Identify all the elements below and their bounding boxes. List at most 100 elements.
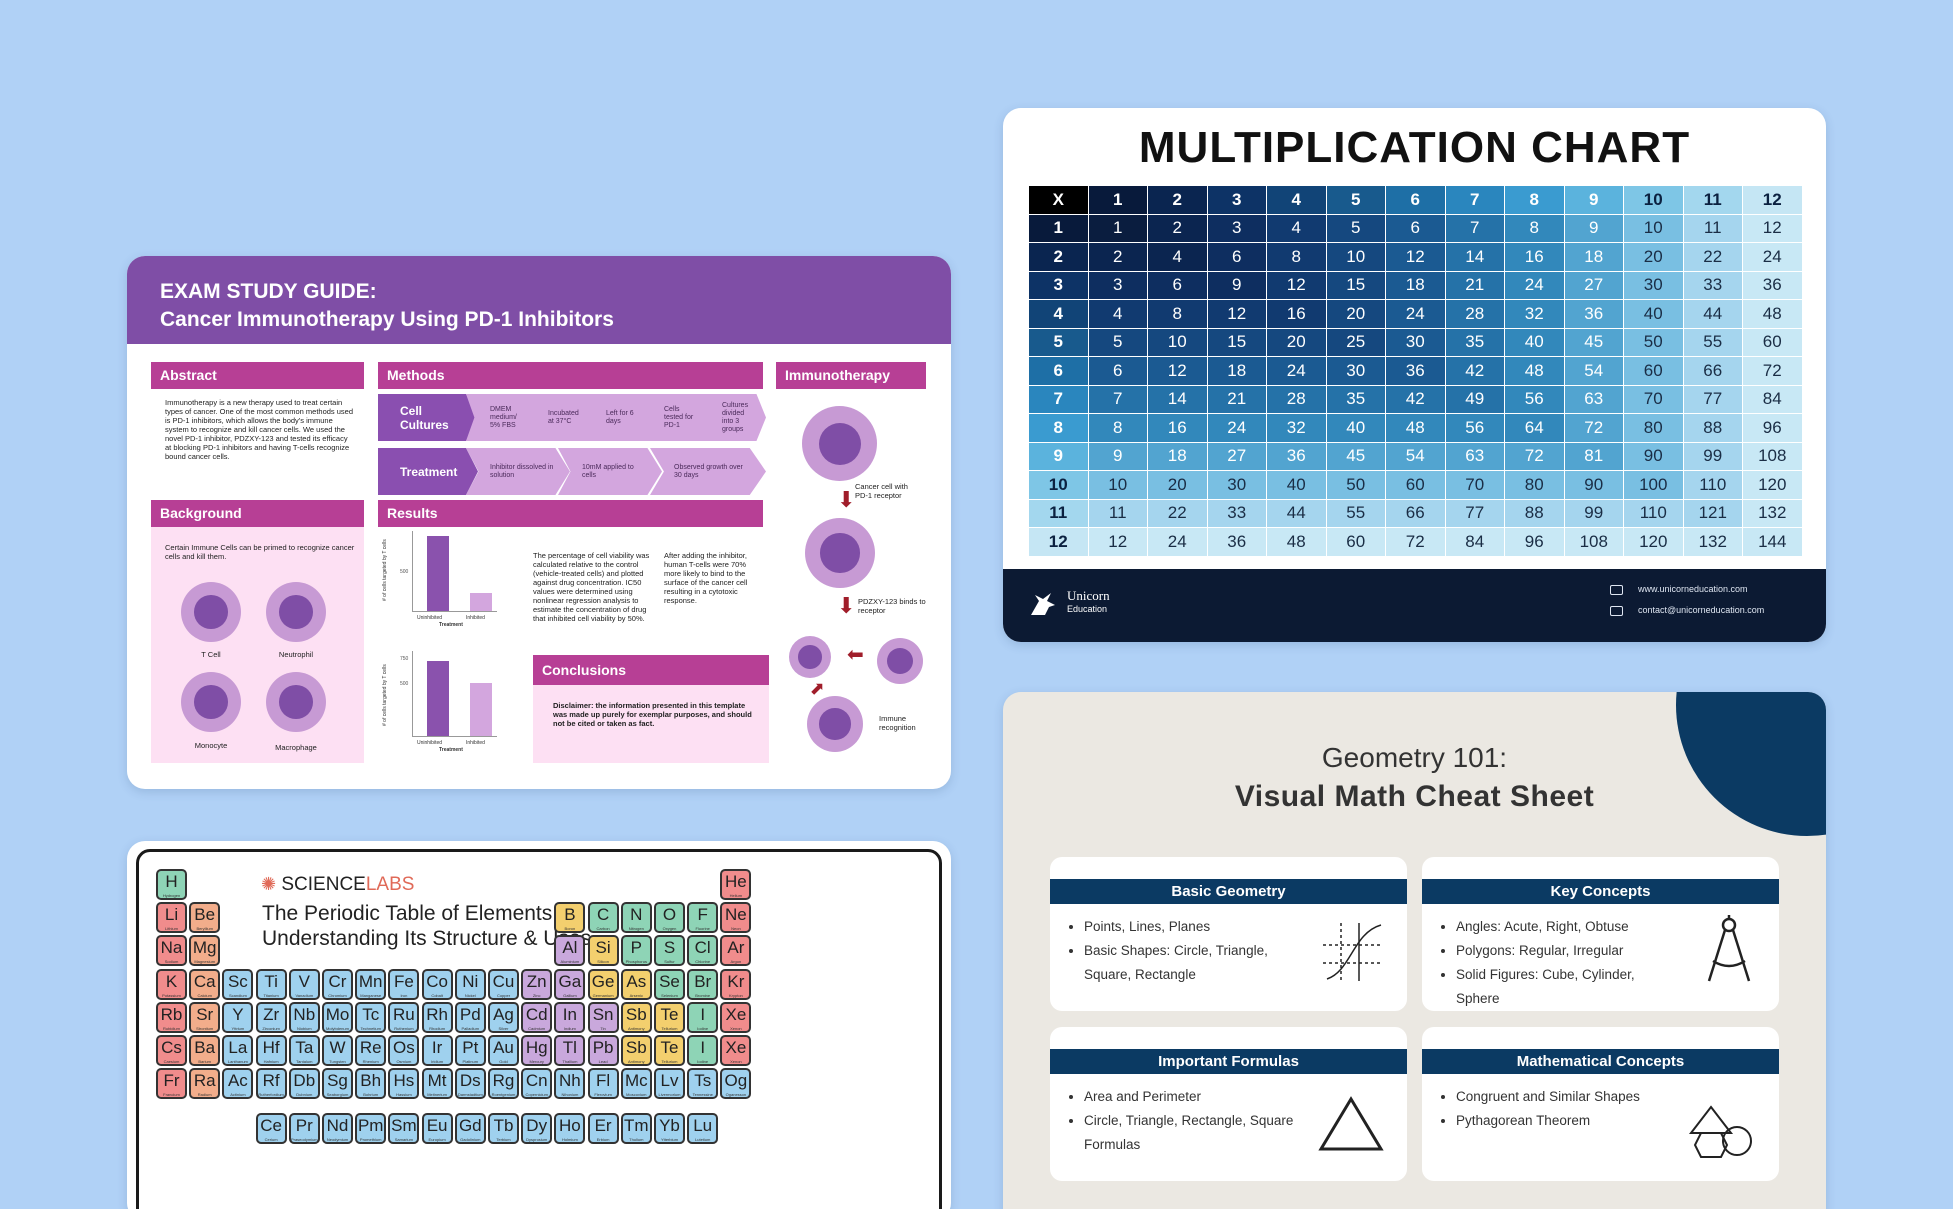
- element-tile[interactable]: N Nitrogen: [620, 902, 652, 934]
- element-tile[interactable]: Rh Rhodium: [421, 1001, 453, 1033]
- element-tile[interactable]: Ts Tennessine: [687, 1068, 719, 1100]
- element-tile[interactable]: V Vanadium: [288, 968, 320, 1000]
- element-tile[interactable]: Cd Cadmium: [521, 1001, 553, 1033]
- element-tile[interactable]: Br Bromine: [687, 968, 719, 1000]
- element-tile[interactable]: Xe Xenon: [720, 1001, 752, 1033]
- element-tile[interactable]: Ce Cerium: [255, 1113, 287, 1145]
- element-tile[interactable]: Kr Krypton: [720, 968, 752, 1000]
- element-tile[interactable]: Co Cobalt: [421, 968, 453, 1000]
- element-tile[interactable]: As Arsenic: [620, 968, 652, 1000]
- element-tile[interactable]: I Iodine: [687, 1001, 719, 1033]
- element-tile[interactable]: He Helium: [720, 869, 752, 900]
- element-tile[interactable]: Yb Ytterbium: [654, 1113, 685, 1145]
- element-tile[interactable]: Si Silicon: [587, 935, 619, 967]
- element-tile[interactable]: Cl Chlorine: [687, 935, 719, 967]
- element-tile[interactable]: Li Lithium: [156, 902, 187, 934]
- element-tile[interactable]: Mt Meitnerium: [421, 1068, 453, 1100]
- element-tile[interactable]: Ba Barium: [189, 1035, 221, 1066]
- element-tile[interactable]: Hs Hassium: [388, 1068, 420, 1100]
- element-tile[interactable]: Hf Hafnium: [255, 1035, 287, 1066]
- element-tile[interactable]: Te Tellurium: [654, 1001, 685, 1033]
- element-tile[interactable]: Eu Europium: [421, 1113, 453, 1145]
- element-tile[interactable]: Hg Mercury: [521, 1035, 553, 1066]
- element-tile[interactable]: Xe Xenon: [720, 1035, 752, 1066]
- element-tile[interactable]: Ru Ruthenium: [388, 1001, 420, 1033]
- element-tile[interactable]: Y Yttrium: [222, 1001, 254, 1033]
- element-tile[interactable]: Gd Gadolinium: [454, 1113, 486, 1145]
- element-tile[interactable]: Cn Copernicium: [521, 1068, 553, 1100]
- element-tile[interactable]: Ta Tantalum: [288, 1035, 320, 1066]
- exam-study-guide-card[interactable]: EXAM STUDY GUIDE: Cancer Immunotherapy U…: [127, 256, 951, 789]
- email-link[interactable]: contact@unicorneducation.com: [1638, 605, 1765, 615]
- element-tile[interactable]: Mn Manganese: [355, 968, 387, 1000]
- element-tile[interactable]: Ar Argon: [720, 935, 752, 967]
- element-tile[interactable]: Ac Actinium: [222, 1068, 254, 1100]
- element-tile[interactable]: Au Gold: [488, 1035, 519, 1066]
- element-tile[interactable]: Ca Calcium: [189, 968, 221, 1000]
- element-tile[interactable]: Se Selenium: [654, 968, 685, 1000]
- element-tile[interactable]: K Potassium: [156, 968, 187, 1000]
- periodic-table-card[interactable]: ✺ SCIENCELABS The Periodic Table of Elem…: [127, 841, 951, 1209]
- element-tile[interactable]: O Oxygen: [654, 902, 685, 934]
- element-tile[interactable]: Cr Chromium: [322, 968, 353, 1000]
- element-tile[interactable]: Ra Radium: [189, 1068, 221, 1100]
- element-tile[interactable]: Mc Moscovium: [620, 1068, 652, 1100]
- element-tile[interactable]: Tb Terbium: [488, 1113, 519, 1145]
- element-tile[interactable]: Zr Zirconium: [255, 1001, 287, 1033]
- element-tile[interactable]: Tc Technetium: [355, 1001, 387, 1033]
- element-tile[interactable]: Sr Strontium: [189, 1001, 221, 1033]
- element-tile[interactable]: Rg Roentgenium: [488, 1068, 519, 1100]
- element-tile[interactable]: Fr Francium: [156, 1068, 187, 1100]
- element-tile[interactable]: Ne Neon: [720, 902, 752, 934]
- element-tile[interactable]: Dy Dysprosium: [521, 1113, 553, 1145]
- element-tile[interactable]: Ag Silver: [488, 1001, 519, 1033]
- element-tile[interactable]: Ni Nickel: [454, 968, 486, 1000]
- element-tile[interactable]: Tm Thulium: [620, 1113, 652, 1145]
- element-tile[interactable]: Pr Praseodymium: [288, 1113, 320, 1145]
- element-tile[interactable]: Os Osmium: [388, 1035, 420, 1066]
- element-tile[interactable]: F Fluorine: [687, 902, 719, 934]
- website-link[interactable]: www.unicorneducation.com: [1638, 584, 1748, 594]
- element-tile[interactable]: Sg Seaborgium: [322, 1068, 353, 1100]
- element-tile[interactable]: Cu Copper: [488, 968, 519, 1000]
- element-tile[interactable]: Al Aluminium: [554, 935, 586, 967]
- element-tile[interactable]: I Iodine: [687, 1035, 719, 1066]
- element-tile[interactable]: Ho Holmium: [554, 1113, 586, 1145]
- element-tile[interactable]: In Indium: [554, 1001, 586, 1033]
- element-tile[interactable]: Zn Zinc: [521, 968, 553, 1000]
- element-tile[interactable]: Rf Rutherfordium: [255, 1068, 287, 1100]
- element-tile[interactable]: C Carbon: [587, 902, 619, 934]
- element-tile[interactable]: Fe Iron: [388, 968, 420, 1000]
- element-tile[interactable]: Cs Caesium: [156, 1035, 187, 1066]
- element-tile[interactable]: La Lanthanum: [222, 1035, 254, 1066]
- element-tile[interactable]: Lu Lutetium: [687, 1113, 719, 1145]
- element-tile[interactable]: W Tungsten: [322, 1035, 353, 1066]
- geometry-cheat-sheet-card[interactable]: Geometry 101: Visual Math Cheat Sheet Ba…: [1003, 692, 1826, 1209]
- element-tile[interactable]: Sb Antimony: [620, 1035, 652, 1066]
- element-tile[interactable]: Sm Samarium: [388, 1113, 420, 1145]
- element-tile[interactable]: Rb Rubidium: [156, 1001, 187, 1033]
- element-tile[interactable]: H Hydrogen: [156, 869, 187, 900]
- element-tile[interactable]: Ds Darmstadtium: [454, 1068, 486, 1100]
- element-tile[interactable]: Be Beryllium: [189, 902, 221, 934]
- element-tile[interactable]: Bh Bohrium: [355, 1068, 387, 1100]
- element-tile[interactable]: Er Erbium: [587, 1113, 619, 1145]
- element-tile[interactable]: Te Tellurium: [654, 1035, 685, 1066]
- element-tile[interactable]: Pd Palladium: [454, 1001, 486, 1033]
- element-tile[interactable]: Pm Promethium: [355, 1113, 387, 1145]
- element-tile[interactable]: Ti Titanium: [255, 968, 287, 1000]
- element-tile[interactable]: Re Rhenium: [355, 1035, 387, 1066]
- multiplication-chart-card[interactable]: MULTIPLICATION CHART X 1 2 3 4 5 6 7 8 9 10 11 12 1 1 2…: [1003, 108, 1826, 642]
- element-tile[interactable]: P Phosphorus: [620, 935, 652, 967]
- element-tile[interactable]: Fl Flerovium: [587, 1068, 619, 1100]
- element-tile[interactable]: Pb Lead: [587, 1035, 619, 1066]
- element-tile[interactable]: Pt Platinum: [454, 1035, 486, 1066]
- element-tile[interactable]: Ir Iridium: [421, 1035, 453, 1066]
- element-tile[interactable]: S Sulfur: [654, 935, 685, 967]
- element-tile[interactable]: Ga Gallium: [554, 968, 586, 1000]
- element-tile[interactable]: Nd Neodymium: [322, 1113, 353, 1145]
- element-tile[interactable]: Nb Niobium: [288, 1001, 320, 1033]
- element-tile[interactable]: Ge Germanium: [587, 968, 619, 1000]
- element-tile[interactable]: Sb Antimony: [620, 1001, 652, 1033]
- element-tile[interactable]: Na Sodium: [156, 935, 187, 967]
